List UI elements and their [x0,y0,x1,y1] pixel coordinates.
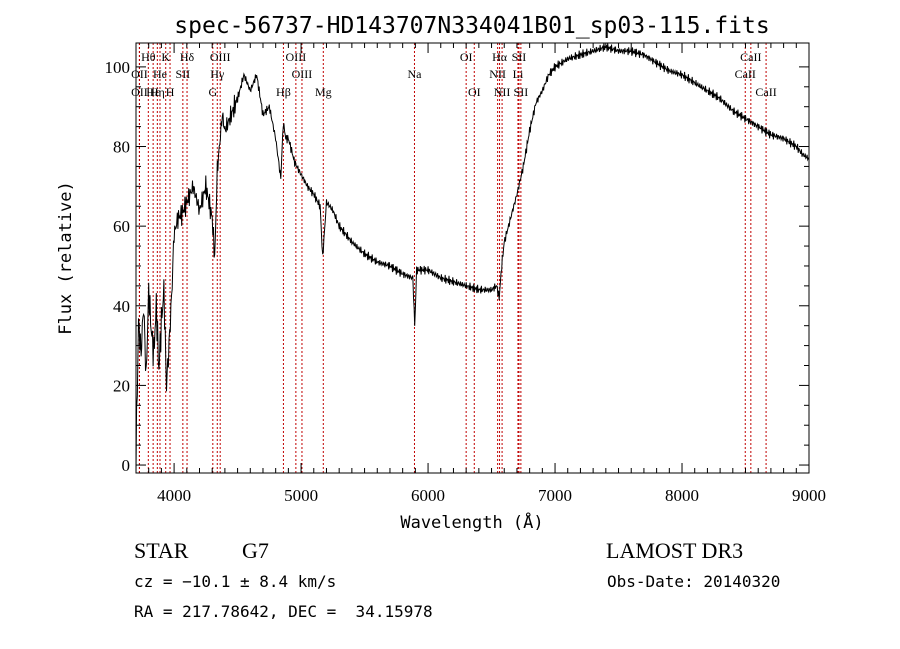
spectrum-line [135,42,810,474]
spectral-line-label: K [161,50,170,64]
spectral-line-label: Li [513,67,524,81]
x-axis-label: Wavelength (Å) [400,511,543,533]
spectral-line-label: OI [460,50,473,64]
spectral-line-label: G [208,85,217,99]
y-tick-label: 80 [113,138,130,157]
x-tick-label: 4000 [157,486,191,505]
spectral-line-label: CaII [755,85,776,99]
spectral-line-label: Hα [492,50,508,64]
x-tick-label: 6000 [411,486,445,505]
spectral-line-label: CaII [740,50,761,64]
x-tick-label: 7000 [538,486,572,505]
x-tick-label: 5000 [284,486,318,505]
spectral-line-label: Hε [146,85,160,99]
spectral-line-label: OII [131,67,148,81]
spectral-line-label: OIII [292,67,313,81]
spectral-line-label: Na [407,67,422,81]
spectral-line-label: OII [131,85,148,99]
spectral-line-label: Hδ [180,50,195,64]
redshift-velocity: cz = −10.1 ± 8.4 km/s [134,572,337,591]
spectral-line-label: OIII [286,50,307,64]
spectral-line-label: NII [489,67,506,81]
observation-date: Obs-Date: 20140320 [607,572,781,591]
chart-title: spec-56737-HD143707N334041B01_sp03-115.f… [174,13,769,39]
spectral-line-label: SII [514,85,529,99]
y-tick-label: 40 [113,297,130,316]
y-tick-label: 20 [113,376,130,395]
spectral-line-label: H [166,85,175,99]
spectral-line-labels: Hθ K Hδ OIII OIII OI Hα SII CaII OII He SII Hγ OIII Na… [131,50,777,99]
spectral-line-label: Hβ [276,85,291,99]
spectral-line-label: Hγ [210,67,225,81]
y-tick-label: 0 [122,456,131,475]
x-tick-label: 8000 [665,486,699,505]
spectral-line-label: Mg [315,85,332,99]
y-axis-label: Flux (relative) [56,181,76,335]
coordinates: RA = 217.78642, DEC = 34.15978 [134,602,433,621]
y-tick-label: 100 [105,58,131,77]
spectral-line-label: OIII [210,50,231,64]
spectral-line-label: SII [176,67,191,81]
spectral-line-label: Hθ [141,50,156,64]
plot-frame [135,42,810,474]
survey-name: LAMOST DR3 [606,538,744,563]
spectral-line-label: NII [494,85,511,99]
spectral-line-label: OI [468,85,481,99]
spectral-line-label: SII [512,50,527,64]
spectral-line-label: He [153,67,167,81]
spectral-line-label: Hη [150,85,165,99]
y-tick-label: 60 [113,217,130,236]
axis-ticks: 4000 5000 6000 7000 8000 9000 0 20 40 60 80 100 [105,43,826,505]
spectral-subclass: G7 [242,538,269,563]
object-class: STAR [134,538,189,563]
spectral-line-label: CaII [735,67,756,81]
x-tick-label: 9000 [792,486,826,505]
